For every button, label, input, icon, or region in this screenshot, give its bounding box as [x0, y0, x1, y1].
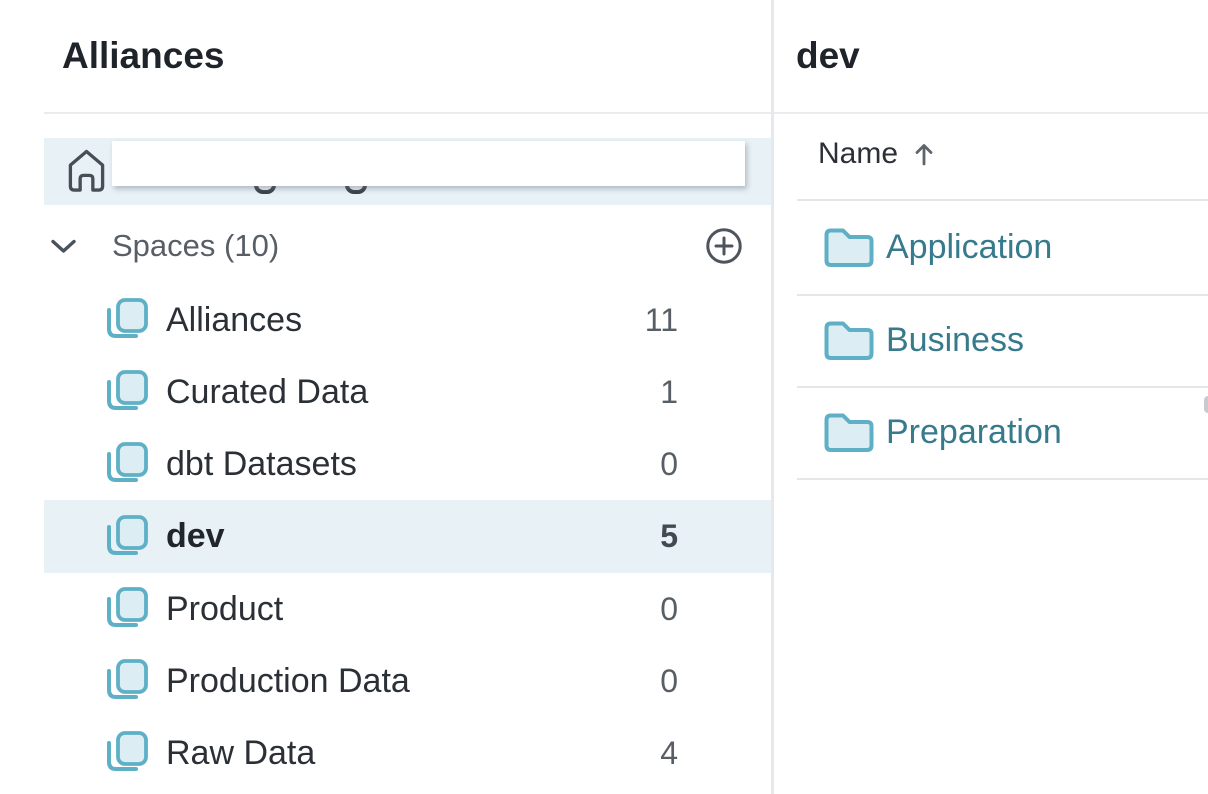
space-row-production-data[interactable]: Production Data 0: [44, 645, 771, 717]
space-name[interactable]: Product: [166, 589, 284, 628]
space-row-alliances[interactable]: Alliances 11: [44, 284, 771, 356]
space-icon: [107, 514, 148, 555]
space-icon: [107, 370, 148, 410]
space-name[interactable]: Production Data: [166, 661, 410, 700]
home-icon[interactable]: [66, 147, 107, 195]
space-dataset-count: 1: [660, 373, 678, 410]
name-column-header[interactable]: Name: [818, 132, 934, 176]
space-icon: [107, 659, 148, 699]
spaces-section-label: Spaces (10): [112, 228, 280, 263]
space-dataset-count: 5: [660, 518, 678, 554]
space-dataset-count: 4: [660, 734, 678, 771]
space-icon: [107, 587, 148, 627]
folder-row-preparation[interactable]: Preparation: [797, 386, 1208, 480]
folder-row-business[interactable]: Business: [797, 294, 1208, 388]
space-name[interactable]: dbt Datasets: [166, 444, 357, 483]
space-name[interactable]: Alliances: [166, 300, 303, 339]
space-dataset-count: 11: [644, 301, 678, 338]
folder-icon: [824, 228, 874, 267]
space-icon: [107, 298, 148, 338]
space-icon: [107, 731, 148, 771]
space-dataset-count: 0: [660, 590, 678, 627]
space-row-raw-data[interactable]: Raw Data 4: [44, 717, 771, 789]
add-space-button[interactable]: [704, 226, 744, 266]
space-dataset-count: 0: [660, 662, 678, 699]
space-content-panel: dev Name Application Business Preparatio…: [774, 0, 1208, 794]
space-row-dbt-datasets[interactable]: dbt Datasets 0: [44, 428, 771, 500]
space-row-curated-data[interactable]: Curated Data 1: [44, 356, 771, 428]
space-icon: [107, 442, 148, 482]
space-dataset-count: 0: [660, 445, 678, 482]
page-title: dev: [796, 35, 860, 76]
panel-header-divider: [774, 112, 1208, 114]
sort-ascending-arrow-icon[interactable]: [914, 141, 934, 167]
space-name[interactable]: Curated Data: [166, 372, 369, 411]
space-name[interactable]: Raw Data: [166, 733, 316, 772]
spaces-sidebar: Alliances Spaces (10) Alliances 11: [44, 35, 771, 789]
folder-icon: [824, 413, 874, 452]
space-name[interactable]: dev: [166, 517, 225, 555]
panel-divider: [771, 0, 774, 794]
spaces-section-header[interactable]: Spaces (10): [44, 222, 771, 270]
clipped-edge-element: [1204, 396, 1208, 413]
space-row-product[interactable]: Product 0: [44, 573, 771, 645]
folder-row-application[interactable]: Application: [797, 200, 1208, 296]
folder-link[interactable]: Application: [886, 227, 1053, 266]
sidebar-divider: [44, 112, 771, 114]
table-header-divider: [797, 199, 1208, 201]
redacted-text-overlay: [112, 141, 745, 186]
sidebar-title: Alliances: [62, 35, 225, 76]
folder-link[interactable]: Preparation: [886, 412, 1062, 451]
space-row-dev-selected[interactable]: dev 5: [44, 500, 771, 573]
home-row[interactable]: [44, 138, 771, 205]
folder-icon: [824, 321, 874, 360]
folder-link[interactable]: Business: [886, 320, 1024, 359]
chevron-down-icon[interactable]: [50, 238, 77, 255]
name-column-label: Name: [818, 137, 899, 170]
